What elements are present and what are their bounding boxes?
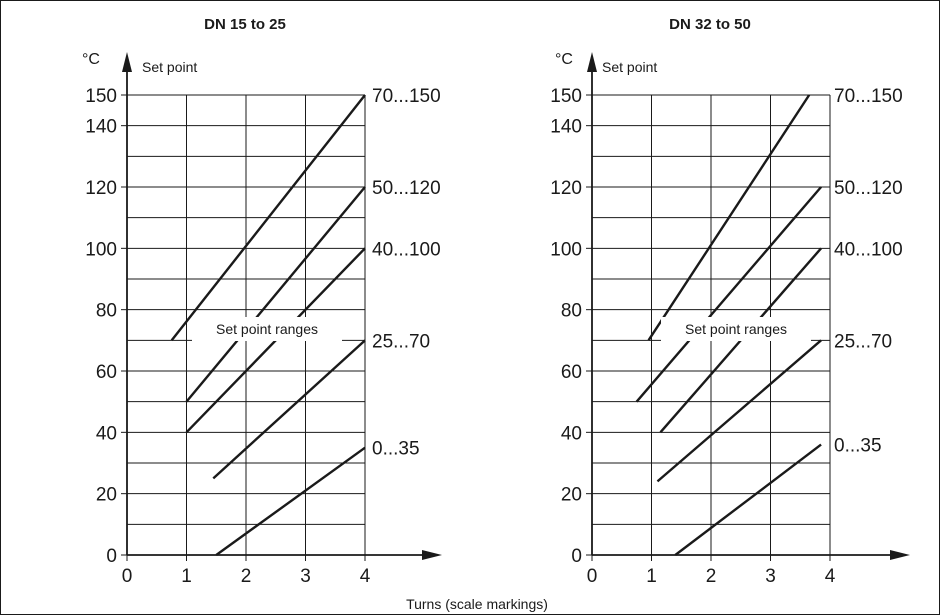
y-axis-arrow-icon <box>122 52 132 72</box>
chart-dn32-50: DN 32 to 50 °C Set point 020406080100120… <box>550 16 910 587</box>
x-tick-label: 1 <box>181 566 192 587</box>
y-axis-label: Set point <box>602 59 657 75</box>
series-line <box>185 186 366 403</box>
series-line <box>647 94 811 341</box>
y-axis-label: Set point <box>142 59 197 75</box>
series-label: 0...35 <box>372 439 420 460</box>
y-tick-label: 20 <box>561 485 582 506</box>
series-line <box>656 339 822 483</box>
series-line <box>215 446 366 556</box>
y-tick-label: 150 <box>550 86 582 107</box>
x-tick-label: 1 <box>646 566 657 587</box>
unit-label: °C <box>555 51 573 68</box>
chart-title: DN 32 to 50 <box>669 16 751 33</box>
annotation-mask <box>661 317 811 341</box>
y-tick-label: 60 <box>96 362 117 383</box>
series-line <box>212 339 366 480</box>
series-label: 70...150 <box>834 86 903 107</box>
x-tick-label: 3 <box>300 566 311 587</box>
series-line <box>170 94 366 342</box>
series-label: 50...120 <box>834 178 903 199</box>
x-tick-label: 2 <box>706 566 717 587</box>
series-label: 50...120 <box>372 178 441 199</box>
annotation-mask <box>192 317 342 341</box>
y-axis-arrow-icon <box>587 52 597 72</box>
annotation-label: Set point ranges <box>216 321 318 337</box>
series-line <box>674 443 822 556</box>
y-tick-label: 80 <box>561 301 582 322</box>
x-axis-arrow-icon <box>890 550 910 560</box>
y-tick-label: 0 <box>571 546 582 567</box>
series-label: 70...150 <box>372 86 441 107</box>
y-tick-label: 40 <box>561 423 582 444</box>
y-tick-label: 100 <box>85 239 117 260</box>
unit-label: °C <box>82 51 100 68</box>
y-tick-label: 40 <box>96 423 117 444</box>
x-tick-label: 4 <box>825 566 836 587</box>
series-line <box>635 186 822 403</box>
series-label: 0...35 <box>834 436 882 457</box>
x-axis-arrow-icon <box>422 550 442 560</box>
annotation-label: Set point ranges <box>685 321 787 337</box>
series-label: 25...70 <box>372 331 430 352</box>
y-tick-label: 60 <box>561 362 582 383</box>
x-tick-label: 0 <box>587 566 598 587</box>
series-label: 40...100 <box>834 239 903 260</box>
y-tick-label: 0 <box>106 546 117 567</box>
y-tick-label: 140 <box>85 117 117 138</box>
y-tick-label: 100 <box>550 239 582 260</box>
x-tick-label: 3 <box>765 566 776 587</box>
x-tick-label: 0 <box>122 566 133 587</box>
series-label: 40...100 <box>372 239 441 260</box>
y-tick-label: 120 <box>550 178 582 199</box>
x-axis-label: Turns (scale markings) <box>406 596 548 612</box>
y-tick-label: 80 <box>96 301 117 322</box>
x-tick-label: 4 <box>360 566 371 587</box>
y-tick-label: 20 <box>96 485 117 506</box>
y-tick-label: 150 <box>85 86 117 107</box>
series-label: 25...70 <box>834 331 892 352</box>
chart-dn15-25: DN 15 to 25 °C Set point 020406080100120… <box>82 16 442 587</box>
y-tick-label: 140 <box>550 117 582 138</box>
x-tick-label: 2 <box>241 566 252 587</box>
chart-title: DN 15 to 25 <box>204 16 286 33</box>
y-tick-label: 120 <box>85 178 117 199</box>
grid <box>127 94 366 555</box>
